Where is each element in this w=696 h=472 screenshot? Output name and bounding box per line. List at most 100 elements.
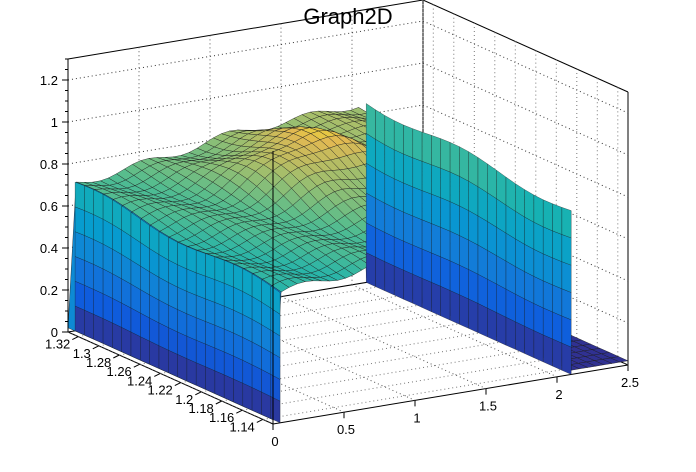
surface-wall-cell [515, 321, 525, 354]
surface-wall-cell [524, 271, 535, 304]
z-tick-label: 0.6 [40, 199, 58, 214]
surface-wall-cell [449, 260, 460, 295]
surface-wall-cell [375, 168, 385, 204]
surface-wall-cell [233, 332, 243, 361]
surface-wall-cell [552, 338, 563, 371]
surface-wall-cell [533, 303, 544, 336]
surface-wall-cell [524, 189, 535, 223]
surface-wall-cell [102, 194, 113, 225]
surface-wall-cell [561, 342, 572, 375]
y-tick-labels: 1.321.31.281.261.241.221.21.181.161.14 [45, 336, 264, 434]
surface-wall-cell [421, 131, 432, 165]
surface-wall-cell [543, 226, 553, 259]
surface-wall-cell [102, 318, 113, 348]
surface-wall-cell [177, 264, 188, 292]
surface-wall-cell [140, 336, 150, 365]
surface-wall-cell [505, 316, 516, 350]
surface-wall-cell [130, 331, 141, 361]
z-gridline [422, 62, 629, 156]
surface-wall-cell [515, 266, 525, 300]
surface-wall-cell [112, 322, 122, 352]
surface-wall-cell [496, 255, 507, 290]
surface-wall-cell [412, 128, 423, 162]
surface-wall-cell [487, 250, 497, 285]
surface-wall-cell [205, 321, 216, 349]
surface-wall-cell [93, 214, 104, 245]
surface-wall-cell [74, 305, 85, 336]
surface-wall-cell [431, 164, 441, 198]
z-tick-label: 0.2 [40, 283, 58, 298]
surface-wall-cell [168, 327, 178, 355]
surface-wall-cell [251, 387, 262, 415]
surface-wall-cell [468, 239, 479, 275]
surface-wall-cell [412, 157, 423, 191]
surface-wall-cell [561, 315, 572, 348]
z-tick-label: 0.4 [40, 241, 58, 256]
surface-wall-cell [121, 302, 132, 333]
surface-wall-cell [186, 291, 197, 318]
surface-wall-cell [477, 244, 488, 280]
y-tick-label: 1.16 [209, 410, 234, 425]
surface-wall-cell [93, 239, 104, 270]
surface-wall-cell [487, 307, 497, 342]
surface-wall-cell [158, 322, 169, 351]
surface-wall-cell [449, 230, 460, 266]
surface-wall-cell [384, 232, 395, 267]
surface-wall-cell [496, 170, 507, 206]
y-tick-label: 1.3 [73, 346, 91, 361]
surface-wall-cell [196, 272, 206, 300]
surface-wall-cell [449, 201, 460, 236]
surface-wall-cell [440, 167, 451, 202]
surface-wall-cell [84, 235, 94, 265]
surface-wall-cell [533, 194, 544, 228]
surface-wall-cell [384, 173, 395, 209]
x-tick-label: 0.5 [337, 422, 355, 437]
surface-wall-cell [102, 293, 113, 324]
surface-wall-cell [477, 215, 488, 251]
surface-wall-cell [524, 216, 535, 250]
surface-wall-cell [177, 242, 188, 270]
surface-wall-cell [394, 207, 404, 242]
surface-wall-cell [224, 305, 234, 334]
surface-wall-cell [403, 211, 413, 246]
surface-wall-cell [177, 331, 188, 359]
surface-wall-cell [412, 186, 423, 221]
y-tick [113, 354, 120, 359]
y-tick [256, 418, 264, 423]
surface-wall-cell [421, 278, 432, 312]
surface-wall-cell [214, 279, 225, 307]
z-gridline [422, 104, 629, 198]
surface-wall-cell [224, 282, 234, 311]
y-tick [154, 372, 161, 377]
surface-wall-cell [121, 327, 132, 357]
surface-wall-cell [431, 282, 441, 317]
surface-layer [67, 103, 629, 424]
z-tick-label: 0 [51, 325, 58, 340]
chart-title: Graph2D [303, 4, 393, 29]
surface-wall-cell [496, 312, 507, 346]
surface-wall-cell [496, 283, 507, 318]
surface-wall-cell [524, 298, 535, 331]
surface-wall-cell [84, 309, 94, 340]
surface-wall-cell [394, 265, 404, 300]
z-tick-label: 0.8 [40, 157, 58, 172]
surface-wall-cell [477, 273, 488, 309]
surface-wall-cell [421, 190, 432, 224]
surface-wall-cell [84, 210, 94, 240]
surface-wall-cell [375, 109, 385, 145]
y-tick [215, 400, 223, 405]
surface-wall-cell [366, 162, 376, 199]
surface-wall-cell [93, 314, 104, 344]
surface-wall-cell [421, 219, 432, 254]
surface-wall-cell [168, 237, 178, 265]
surface-wall-cell [196, 250, 206, 277]
surface-wall-cell [468, 298, 479, 333]
surface-wall-cell [224, 260, 234, 288]
surface-wall-cell [552, 257, 563, 290]
surface-wall-cell [168, 349, 178, 378]
surface-wall-cell [242, 337, 253, 366]
x-tick-label: 1.5 [479, 399, 497, 414]
surface-wall-cell [543, 307, 553, 340]
surface-wall-cell [224, 374, 234, 403]
